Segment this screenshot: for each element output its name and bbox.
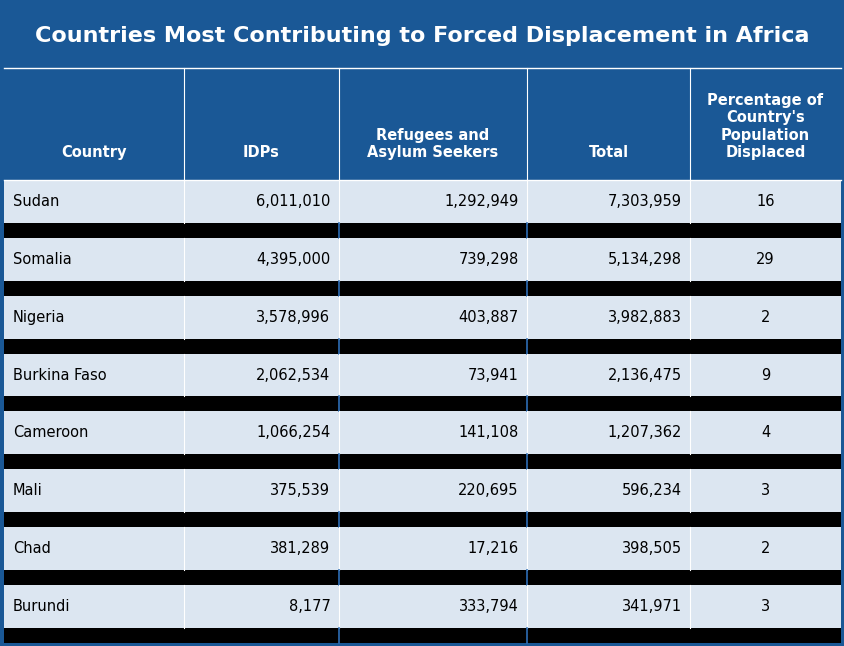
Text: Somalia: Somalia: [13, 252, 72, 267]
Text: 2: 2: [760, 309, 769, 325]
Text: 220,695: 220,695: [457, 483, 518, 498]
Text: Total: Total: [588, 145, 628, 160]
Text: 381,289: 381,289: [270, 541, 330, 556]
Bar: [4, 570, 840, 585]
Text: 4: 4: [760, 425, 769, 441]
Text: Mali: Mali: [13, 483, 42, 498]
Bar: [4, 527, 840, 570]
Text: 141,108: 141,108: [457, 425, 518, 441]
Text: 5,134,298: 5,134,298: [607, 252, 681, 267]
Bar: [4, 339, 840, 353]
Bar: [4, 238, 840, 281]
Text: 398,505: 398,505: [621, 541, 681, 556]
Text: 1,207,362: 1,207,362: [607, 425, 681, 441]
Bar: [4, 296, 840, 339]
Text: 3: 3: [760, 483, 769, 498]
Text: Cameroon: Cameroon: [13, 425, 88, 441]
Bar: [4, 353, 840, 397]
Text: 3,578,996: 3,578,996: [256, 309, 330, 325]
Bar: [4, 512, 840, 527]
Text: Countries Most Contributing to Forced Displacement in Africa: Countries Most Contributing to Forced Di…: [35, 26, 809, 46]
Text: 3,982,883: 3,982,883: [607, 309, 681, 325]
Bar: [4, 585, 840, 628]
Text: 333,794: 333,794: [458, 599, 518, 614]
Bar: [4, 628, 840, 643]
Bar: [4, 223, 840, 238]
Text: 2: 2: [760, 541, 769, 556]
Text: 375,539: 375,539: [270, 483, 330, 498]
Text: 73,941: 73,941: [468, 368, 518, 382]
Text: 1,292,949: 1,292,949: [444, 194, 518, 209]
Text: Burkina Faso: Burkina Faso: [13, 368, 106, 382]
Text: 8,177: 8,177: [288, 599, 330, 614]
Text: 2,062,534: 2,062,534: [256, 368, 330, 382]
Text: 403,887: 403,887: [457, 309, 518, 325]
Text: Country: Country: [62, 145, 127, 160]
Text: 4,395,000: 4,395,000: [256, 252, 330, 267]
Bar: [4, 68, 840, 180]
Text: 739,298: 739,298: [457, 252, 518, 267]
Bar: [4, 397, 840, 412]
Text: 16: 16: [755, 194, 774, 209]
Text: 2,136,475: 2,136,475: [607, 368, 681, 382]
Text: Sudan: Sudan: [13, 194, 59, 209]
Text: 29: 29: [755, 252, 774, 267]
Bar: [4, 281, 840, 296]
Bar: [4, 3, 840, 68]
Text: 1,066,254: 1,066,254: [256, 425, 330, 441]
Text: Nigeria: Nigeria: [13, 309, 65, 325]
Text: 17,216: 17,216: [467, 541, 518, 556]
Text: 3: 3: [760, 599, 769, 614]
Text: Refugees and
Asylum Seekers: Refugees and Asylum Seekers: [367, 127, 498, 160]
Bar: [4, 454, 840, 469]
Text: 596,234: 596,234: [621, 483, 681, 498]
Text: 6,011,010: 6,011,010: [256, 194, 330, 209]
Bar: [4, 180, 840, 223]
Text: Percentage of
Country's
Population
Displaced: Percentage of Country's Population Displ…: [706, 93, 823, 160]
Text: Chad: Chad: [13, 541, 51, 556]
Text: 7,303,959: 7,303,959: [607, 194, 681, 209]
Bar: [4, 412, 840, 454]
Text: 9: 9: [760, 368, 769, 382]
Text: 341,971: 341,971: [621, 599, 681, 614]
Text: IDPs: IDPs: [243, 145, 279, 160]
Bar: [4, 469, 840, 512]
Text: Burundi: Burundi: [13, 599, 70, 614]
